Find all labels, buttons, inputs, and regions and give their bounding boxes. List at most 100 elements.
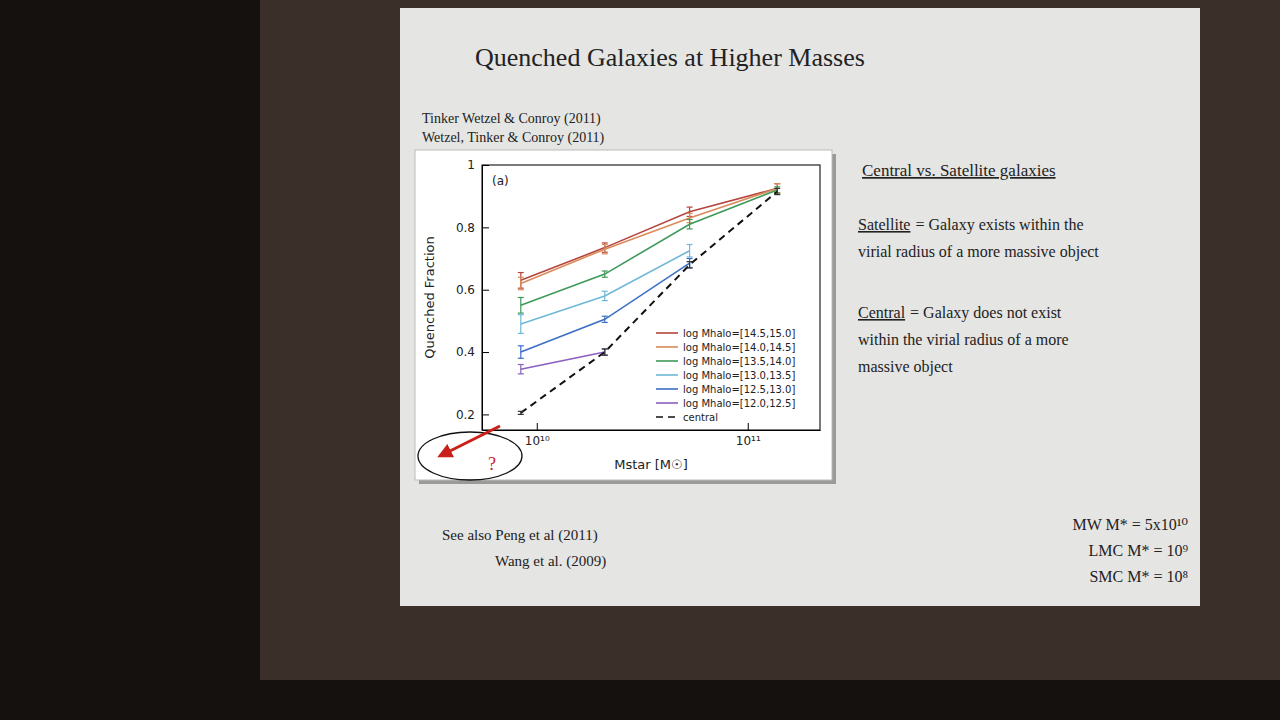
reference: Wetzel, Tinker & Conroy (2011) bbox=[422, 130, 605, 146]
y-tick-mark bbox=[482, 414, 489, 415]
y-tick-label: 0.8 bbox=[456, 221, 475, 235]
error-bar-stem bbox=[604, 349, 605, 355]
error-bar-stem bbox=[520, 298, 521, 314]
error-bar-cap bbox=[602, 322, 608, 323]
error-bar-stem bbox=[520, 365, 521, 374]
y-tick-label: 0.6 bbox=[456, 283, 475, 297]
error-bar-cap bbox=[602, 355, 608, 356]
y-axis-line bbox=[482, 166, 483, 431]
series-line bbox=[521, 190, 777, 305]
slide-title: Quenched Galaxies at Higher Masses bbox=[475, 43, 865, 72]
panel-label: (a) bbox=[492, 174, 509, 188]
error-bar-cap bbox=[774, 186, 780, 187]
definition-line: within the virial radius of a more bbox=[858, 331, 1069, 348]
error-bar-cap bbox=[687, 213, 693, 214]
error-bar-cap bbox=[518, 373, 524, 374]
heading: Central vs. Satellite galaxies bbox=[862, 161, 1056, 180]
error-bar bbox=[774, 188, 780, 194]
definition-line: Central= Galaxy does not exist bbox=[858, 304, 1062, 322]
error-bar-cap bbox=[687, 267, 693, 268]
error-bar-cap bbox=[774, 183, 780, 184]
legend-swatch bbox=[656, 416, 678, 418]
error-bar-cap bbox=[602, 244, 608, 245]
y-tick: 0.8 bbox=[456, 221, 489, 235]
y-axis-title: Quenched Fraction bbox=[422, 236, 437, 358]
reference: Tinker Wetzel & Conroy (2011) bbox=[422, 111, 601, 127]
definition-term: Central bbox=[858, 304, 906, 321]
see-also: See also Peng et al (2011) bbox=[442, 527, 598, 544]
legend-swatch bbox=[656, 402, 678, 404]
slide-photo: Quenched Galaxies at Higher Masses Tinker… bbox=[0, 0, 1280, 720]
error-bar bbox=[687, 220, 693, 229]
error-bar-cap bbox=[518, 289, 524, 290]
legend-swatch bbox=[656, 360, 678, 362]
error-bar bbox=[602, 291, 608, 300]
error-bar bbox=[518, 346, 524, 358]
legend-swatch bbox=[656, 346, 678, 348]
error-bar-stem bbox=[689, 245, 690, 257]
legend-swatch bbox=[656, 332, 678, 334]
error-bar bbox=[687, 245, 693, 257]
legend-label: log Mhalo=[14.0,14.5] bbox=[683, 342, 795, 353]
error-bar-cap bbox=[518, 414, 524, 415]
y-tick-label: 1 bbox=[467, 158, 475, 172]
annotation-arrow bbox=[440, 426, 500, 456]
error-bar bbox=[518, 298, 524, 314]
mass-note: MW M* = 5x10¹⁰ bbox=[1073, 516, 1189, 533]
error-bar-cap bbox=[687, 228, 693, 229]
error-bar-cap bbox=[518, 358, 524, 359]
error-bar-cap bbox=[602, 348, 608, 349]
error-bar bbox=[518, 277, 524, 289]
error-bar-cap bbox=[602, 348, 608, 349]
legend-label: log Mhalo=[13.5,14.0] bbox=[683, 356, 795, 367]
room-background bbox=[0, 0, 1280, 720]
series-line bbox=[521, 251, 690, 324]
legend-swatch bbox=[656, 374, 678, 376]
error-bar-stem bbox=[604, 245, 605, 254]
series-line bbox=[521, 188, 777, 283]
definition-line: Satellite= Galaxy exists within the bbox=[858, 216, 1084, 234]
y-tick-mark bbox=[482, 352, 489, 353]
error-bar-cap bbox=[602, 355, 608, 356]
error-bar-cap bbox=[602, 253, 608, 254]
error-bar-stem bbox=[604, 271, 605, 277]
error-bar-stem bbox=[520, 315, 521, 334]
error-bar-cap bbox=[687, 258, 693, 259]
error-bar-cap bbox=[774, 188, 780, 189]
error-bar-stem bbox=[520, 277, 521, 289]
error-bar-cap bbox=[602, 242, 608, 243]
error-bar-stem bbox=[777, 188, 778, 194]
screen bbox=[260, 0, 1280, 680]
see-also: Wang et al. (2009) bbox=[495, 553, 606, 570]
error-bar bbox=[518, 315, 524, 334]
error-bar-cap bbox=[518, 364, 524, 365]
x-axis: 10¹⁰10¹¹ bbox=[483, 423, 821, 448]
error-bar-cap bbox=[518, 312, 524, 313]
slide bbox=[400, 8, 1200, 606]
error-bar bbox=[602, 349, 608, 355]
error-bar-cap bbox=[774, 183, 780, 184]
annotation-ellipse bbox=[418, 432, 522, 480]
error-bar-stem bbox=[604, 349, 605, 355]
error-bar bbox=[687, 262, 693, 268]
x-tick: 10¹¹ bbox=[736, 423, 761, 448]
error-bar-stem bbox=[689, 220, 690, 229]
error-bar-cap bbox=[687, 256, 693, 257]
y-axis: 0.20.40.60.81 bbox=[456, 158, 489, 430]
error-bar-stem bbox=[604, 291, 605, 300]
error-bar-cap bbox=[774, 194, 780, 195]
series-line bbox=[521, 263, 690, 352]
error-bar-cap bbox=[602, 277, 608, 278]
error-bar-cap bbox=[518, 314, 524, 315]
error-bar-stem bbox=[689, 262, 690, 268]
error-bar bbox=[518, 411, 524, 414]
annotation: ? bbox=[418, 426, 522, 480]
error-bar bbox=[518, 365, 524, 374]
y-tick: 0.6 bbox=[456, 283, 489, 297]
x-axis-line bbox=[483, 430, 821, 431]
legend-label: log Mhalo=[12.0,12.5] bbox=[683, 398, 795, 409]
legend-label: log Mhalo=[12.5,13.0] bbox=[683, 384, 795, 395]
error-bar-cap bbox=[518, 277, 524, 278]
definition-line: virial radius of a more massive object bbox=[858, 243, 1099, 261]
legend-label: log Mhalo=[13.0,13.5] bbox=[683, 370, 795, 381]
